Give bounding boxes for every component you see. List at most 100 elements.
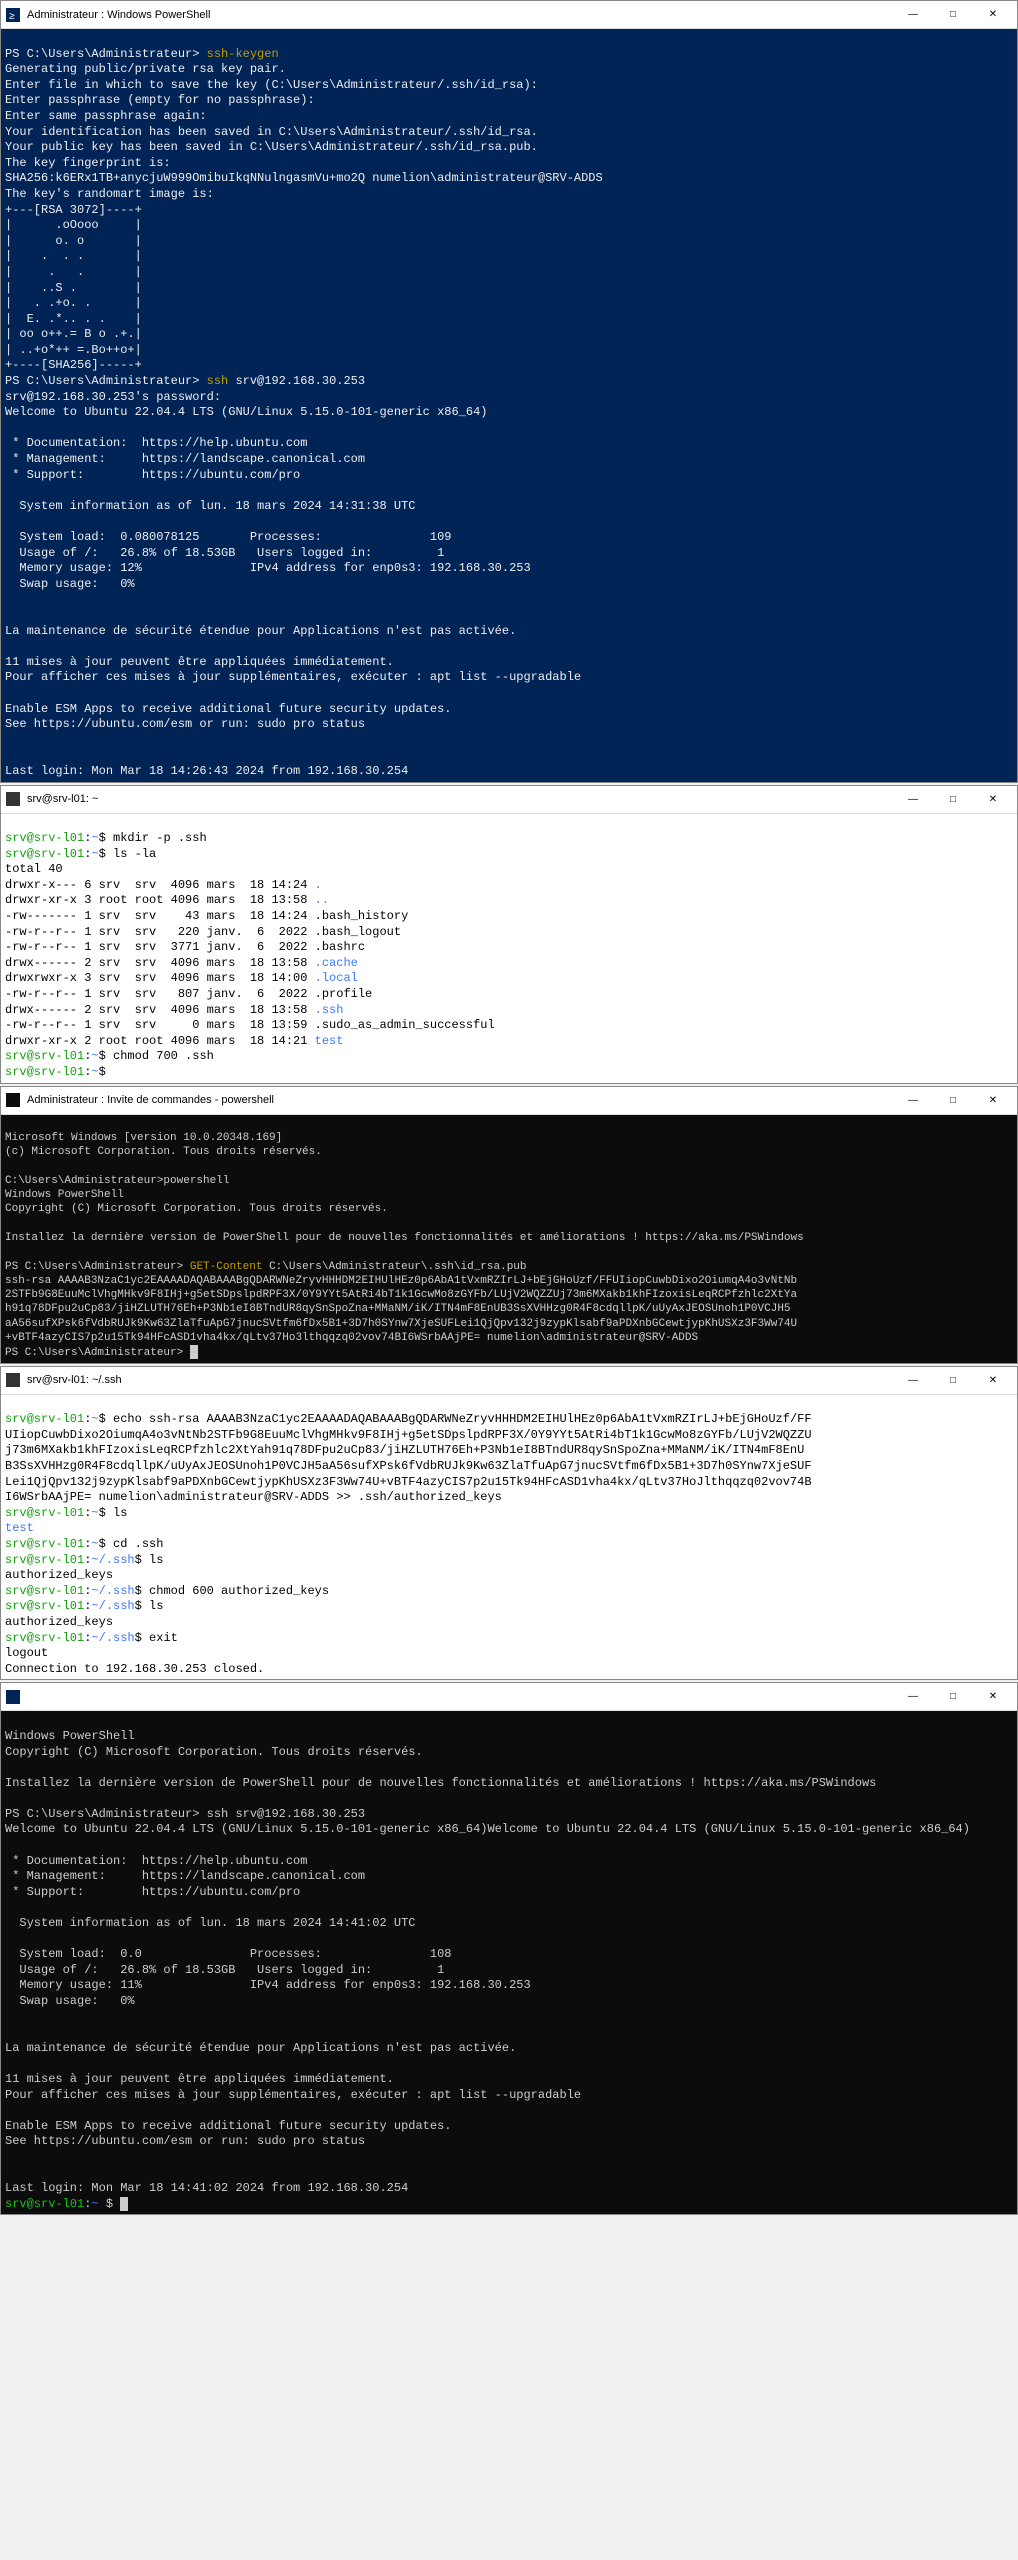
output-line: 11 mises à jour peuvent être appliquées … xyxy=(5,655,394,669)
terminal-output[interactable]: Windows PowerShell Copyright (C) Microso… xyxy=(1,1711,1017,2214)
minimize-button[interactable]: — xyxy=(893,2,933,28)
output-line: srv@192.168.30.253's password: xyxy=(5,390,221,404)
cursor xyxy=(190,1345,198,1359)
close-button[interactable]: ✕ xyxy=(973,2,1013,28)
output-line: System information as of lun. 18 mars 20… xyxy=(5,499,415,513)
output-line: Enter same passphrase again: xyxy=(5,109,207,123)
command: ls xyxy=(113,1506,127,1520)
maximize-button[interactable]: □ xyxy=(933,2,973,28)
terminal-icon xyxy=(5,791,21,807)
output-line: authorized_keys xyxy=(5,1615,113,1629)
output-line: test xyxy=(5,1521,34,1535)
window-title: Administrateur : Windows PowerShell xyxy=(27,9,210,21)
prompt-path: ~ xyxy=(91,2197,98,2211)
maximize-button[interactable]: □ xyxy=(933,1087,973,1113)
titlebar[interactable]: Administrateur : Invite de commandes - p… xyxy=(1,1087,1017,1115)
output-line: The key fingerprint is: xyxy=(5,156,171,170)
output-line: C:\Users\Administrateur>powershell xyxy=(5,1175,229,1187)
prompt: PS C:\Users\Administrateur> xyxy=(5,1807,207,1821)
output-line: total 40 xyxy=(5,862,63,876)
output-line: * Support: https://ubuntu.com/pro xyxy=(5,1885,300,1899)
terminal-output[interactable]: srv@srv-l01:~$ echo ssh-rsa AAAAB3NzaC1y… xyxy=(1,1395,1017,1680)
command: cd .ssh xyxy=(113,1537,163,1551)
prompt-user: srv@srv-l01 xyxy=(5,831,84,845)
output-line: ssh-rsa AAAAB3NzaC1yc2EAAAADAQABAAABgQDA… xyxy=(5,1275,797,1287)
output-line: Your public key has been saved in C:\Use… xyxy=(5,140,538,154)
titlebar[interactable]: ≥ Administrateur : Windows PowerShell — … xyxy=(1,1,1017,29)
file-listing: -rw-r--r-- 1 srv srv 0 mars 18 13:59 .su… xyxy=(5,1018,495,1032)
command: ls -la xyxy=(113,847,156,861)
output-line: System load: 0.0 Processes: 108 xyxy=(5,1947,451,1961)
cmd-powershell-window-3: Administrateur : Invite de commandes - p… xyxy=(0,1086,1018,1364)
file-listing: drwxrwxr-x 3 srv srv 4096 mars 18 14:00 xyxy=(5,971,315,985)
output-line: La maintenance de sécurité étendue pour … xyxy=(5,2041,516,2055)
randomart-line: | . . . | xyxy=(5,249,142,263)
ssh-terminal-window-2: srv@srv-l01: ~ — □ ✕ srv@srv-l01:~$ mkdi… xyxy=(0,785,1018,1084)
prompt-user: srv@srv-l01 xyxy=(5,2197,84,2211)
command: I6WSrbAAjPE= numelion\administrateur@SRV… xyxy=(5,1490,502,1504)
maximize-button[interactable]: □ xyxy=(933,786,973,812)
close-button[interactable]: ✕ xyxy=(973,786,1013,812)
titlebar[interactable]: srv@srv-l01: ~/.ssh — □ ✕ xyxy=(1,1367,1017,1395)
command: j73m6MXakb1khFIzoxisLeqRCPfzhlc2XtYah91q… xyxy=(5,1443,804,1457)
cmd-icon xyxy=(5,1092,21,1108)
terminal-output[interactable]: PS C:\Users\Administrateur> ssh-keygen G… xyxy=(1,29,1017,782)
command: Lei1QjQpv132j9zypKlsabf9aPDXnbGCewtjypKh… xyxy=(5,1475,812,1489)
output-line: Usage of /: 26.8% of 18.53GB Users logge… xyxy=(5,1963,444,1977)
maximize-button[interactable]: □ xyxy=(933,1367,973,1393)
titlebar[interactable]: — □ ✕ xyxy=(1,1683,1017,1711)
minimize-button[interactable]: — xyxy=(893,1087,933,1113)
file-listing: drwx------ 2 srv srv 4096 mars 18 13:58 xyxy=(5,956,315,970)
command: chmod 600 authorized_keys xyxy=(149,1584,329,1598)
output-line: Copyright (C) Microsoft Corporation. Tou… xyxy=(5,1745,423,1759)
output-line: Welcome to Ubuntu 22.04.4 LTS (GNU/Linux… xyxy=(5,405,487,419)
titlebar[interactable]: srv@srv-l01: ~ — □ ✕ xyxy=(1,786,1017,814)
terminal-output[interactable]: srv@srv-l01:~$ mkdir -p .ssh srv@srv-l01… xyxy=(1,814,1017,1083)
output-line: aA56sufXPsk6fVdbRUJk9Kw63ZlaTfuApG7jnucS… xyxy=(5,1318,797,1330)
output-line: Welcome to Ubuntu 22.04.4 LTS (GNU/Linux… xyxy=(5,1822,970,1836)
output-line: System information as of lun. 18 mars 20… xyxy=(5,1916,415,1930)
close-button[interactable]: ✕ xyxy=(973,1087,1013,1113)
output-line: The key's randomart image is: xyxy=(5,187,214,201)
randomart-line: | o. o | xyxy=(5,234,142,248)
close-button[interactable]: ✕ xyxy=(973,1684,1013,1710)
output-line: Installez la dernière version de PowerSh… xyxy=(5,1776,876,1790)
output-line: Last login: Mon Mar 18 14:41:02 2024 fro… xyxy=(5,2181,408,2195)
output-line: Windows PowerShell xyxy=(5,1189,124,1201)
cursor xyxy=(120,2197,128,2211)
output-line: Usage of /: 26.8% of 18.53GB Users logge… xyxy=(5,546,444,560)
command: GET-Content xyxy=(190,1261,263,1273)
command: mkdir -p .ssh xyxy=(113,831,207,845)
maximize-button[interactable]: □ xyxy=(933,1684,973,1710)
output-line: Pour afficher ces mises à jour supplémen… xyxy=(5,670,581,684)
file-listing: -rw-r--r-- 1 srv srv 3771 janv. 6 2022 .… xyxy=(5,940,365,954)
minimize-button[interactable]: — xyxy=(893,786,933,812)
command: B3SsXVHHzg0R4F8cdqllpK/uUyAxJEOSUnoh1P0V… xyxy=(5,1459,812,1473)
svg-text:≥: ≥ xyxy=(9,11,15,22)
terminal-output[interactable]: Microsoft Windows [version 10.0.20348.16… xyxy=(1,1115,1017,1363)
command: ssh srv@192.168.30.253 xyxy=(207,1807,365,1821)
randomart-line: | . . | xyxy=(5,265,142,279)
window-title: srv@srv-l01: ~/.ssh xyxy=(27,1374,122,1386)
prompt-path: ~ xyxy=(91,1412,98,1426)
command: chmod 700 .ssh xyxy=(113,1049,214,1063)
output-line: Installez la dernière version de PowerSh… xyxy=(5,1232,804,1244)
output-line: Memory usage: 12% IPv4 address for enp0s… xyxy=(5,561,531,575)
output-line: See https://ubuntu.com/esm or run: sudo … xyxy=(5,717,365,731)
output-line: Enter file in which to save the key (C:\… xyxy=(5,78,538,92)
command: ssh-keygen xyxy=(207,47,279,61)
close-button[interactable]: ✕ xyxy=(973,1367,1013,1393)
randomart-line: | . .+o. . | xyxy=(5,296,142,310)
powershell-window-5: — □ ✕ Windows PowerShell Copyright (C) M… xyxy=(0,1682,1018,2215)
output-line: Windows PowerShell xyxy=(5,1729,135,1743)
minimize-button[interactable]: — xyxy=(893,1367,933,1393)
window-title: srv@srv-l01: ~ xyxy=(27,793,98,805)
file-listing: drwxr-xr-x 2 root root 4096 mars 18 14:2… xyxy=(5,1034,315,1048)
file-listing: -rw------- 1 srv srv 43 mars 18 14:24 .b… xyxy=(5,909,408,923)
powershell-icon: ≥ xyxy=(5,7,21,23)
prompt: PS C:\Users\Administrateur> xyxy=(5,1261,190,1273)
output-line: Enable ESM Apps to receive additional fu… xyxy=(5,702,451,716)
minimize-button[interactable]: — xyxy=(893,1684,933,1710)
output-line: (c) Microsoft Corporation. Tous droits r… xyxy=(5,1146,322,1158)
command-arg: srv@192.168.30.253 xyxy=(228,374,365,388)
